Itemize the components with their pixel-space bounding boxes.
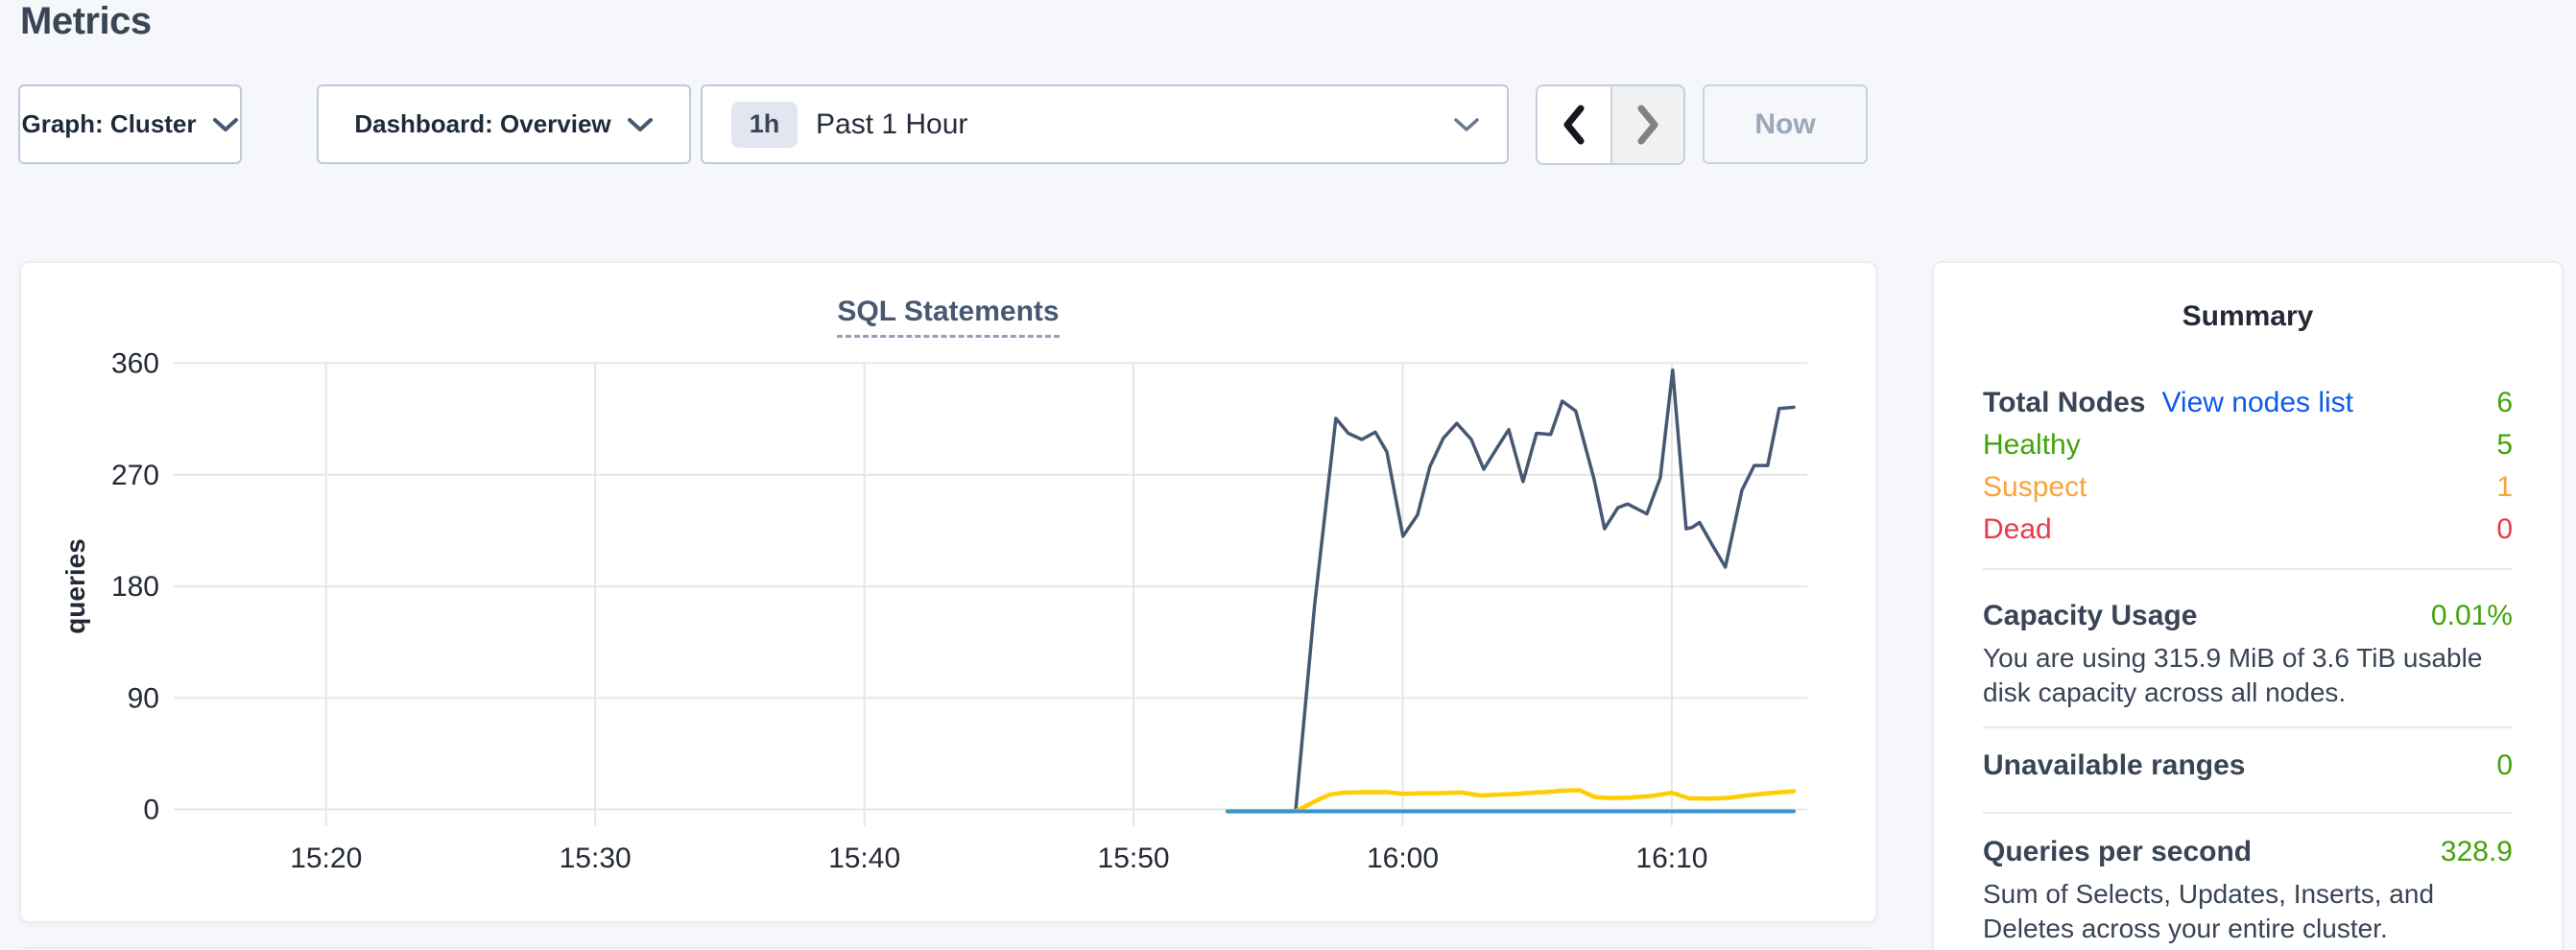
- divider: [1983, 726, 2513, 728]
- svg-text:16:00: 16:00: [1367, 843, 1439, 874]
- svg-text:15:40: 15:40: [828, 843, 900, 874]
- view-nodes-list-link[interactable]: View nodes list: [2161, 387, 2354, 418]
- chevron-left-icon: [1563, 105, 1585, 145]
- time-prev-button[interactable]: [1538, 86, 1610, 163]
- unavailable-ranges-value: 0: [2496, 749, 2513, 781]
- unavailable-ranges-label: Unavailable ranges: [1983, 749, 2246, 781]
- now-button[interactable]: Now: [1703, 84, 1868, 164]
- total-nodes-label: Total Nodes: [1983, 387, 2146, 418]
- time-range-dropdown[interactable]: 1h Past 1 Hour: [701, 84, 1509, 164]
- time-window-pager: [1536, 84, 1685, 165]
- suspect-value: 1: [2496, 471, 2513, 503]
- svg-text:queries: queries: [60, 538, 90, 634]
- dead-value: 0: [2496, 513, 2513, 545]
- dead-label: Dead: [1983, 513, 2052, 545]
- queries-per-second-row: Queries per second 328.9: [1983, 831, 2513, 873]
- now-button-label: Now: [1754, 107, 1816, 140]
- chevron-right-icon: [1637, 105, 1658, 145]
- svg-text:360: 360: [111, 348, 159, 380]
- svg-text:16:10: 16:10: [1635, 843, 1707, 874]
- capacity-usage-label: Capacity Usage: [1983, 600, 2198, 631]
- capacity-usage-value: 0.01%: [2430, 600, 2513, 631]
- time-range-badge: 1h: [731, 101, 798, 148]
- chevron-down-icon: [627, 117, 653, 131]
- graph-scope-label: Graph: Cluster: [21, 109, 197, 138]
- queries-per-second-description: Sum of Selects, Updates, Inserts, and De…: [1983, 879, 2435, 943]
- suspect-nodes-row: Suspect 1: [1983, 466, 2513, 509]
- healthy-value: 5: [2496, 429, 2513, 461]
- sql-statements-chart[interactable]: 0 90 180 270 360 15:20 15:30 15:40 15:50 16:00 16:…: [19, 261, 1877, 923]
- chevron-down-icon: [212, 117, 238, 131]
- svg-text:0: 0: [143, 795, 159, 826]
- healthy-label: Healthy: [1983, 429, 2081, 461]
- divider: [1983, 568, 2513, 570]
- svg-text:15:20: 15:20: [290, 843, 362, 874]
- summary-panel: Summary Total Nodes View nodes list 6 He…: [1932, 261, 2564, 950]
- page-title: Metrics: [20, 0, 152, 42]
- capacity-usage-row: Capacity Usage 0.01%: [1983, 595, 2513, 637]
- svg-text:90: 90: [128, 682, 159, 714]
- divider: [1983, 812, 2513, 814]
- total-nodes-value: 6: [2496, 387, 2513, 418]
- dashboard-dropdown[interactable]: Dashboard: Overview: [317, 84, 691, 164]
- dead-nodes-row: Dead 0: [1983, 509, 2513, 551]
- healthy-nodes-row: Healthy 5: [1983, 424, 2513, 466]
- chevron-down-icon: [1454, 117, 1479, 131]
- queries-per-second-value: 328.9: [2440, 836, 2513, 867]
- capacity-usage-description: You are using 315.9 MiB of 3.6 TiB usabl…: [1983, 643, 2483, 707]
- total-nodes-row: Total Nodes View nodes list 6: [1983, 382, 2513, 424]
- graph-scope-dropdown[interactable]: Graph: Cluster: [18, 84, 242, 164]
- time-next-button[interactable]: [1610, 86, 1683, 163]
- chart-title-link[interactable]: SQL Statements: [837, 296, 1060, 338]
- svg-text:270: 270: [111, 460, 159, 491]
- summary-title: Summary: [2182, 300, 2314, 332]
- suspect-label: Suspect: [1983, 471, 2087, 503]
- svg-text:15:30: 15:30: [560, 843, 632, 874]
- dashboard-label: Dashboard: Overview: [354, 109, 611, 138]
- unavailable-ranges-row: Unavailable ranges 0: [1983, 745, 2513, 787]
- time-range-label: Past 1 Hour: [816, 107, 968, 140]
- svg-text:180: 180: [111, 571, 159, 603]
- chart-title: SQL Statements: [19, 296, 1877, 338]
- queries-per-second-label: Queries per second: [1983, 836, 2253, 867]
- svg-text:15:50: 15:50: [1098, 843, 1170, 874]
